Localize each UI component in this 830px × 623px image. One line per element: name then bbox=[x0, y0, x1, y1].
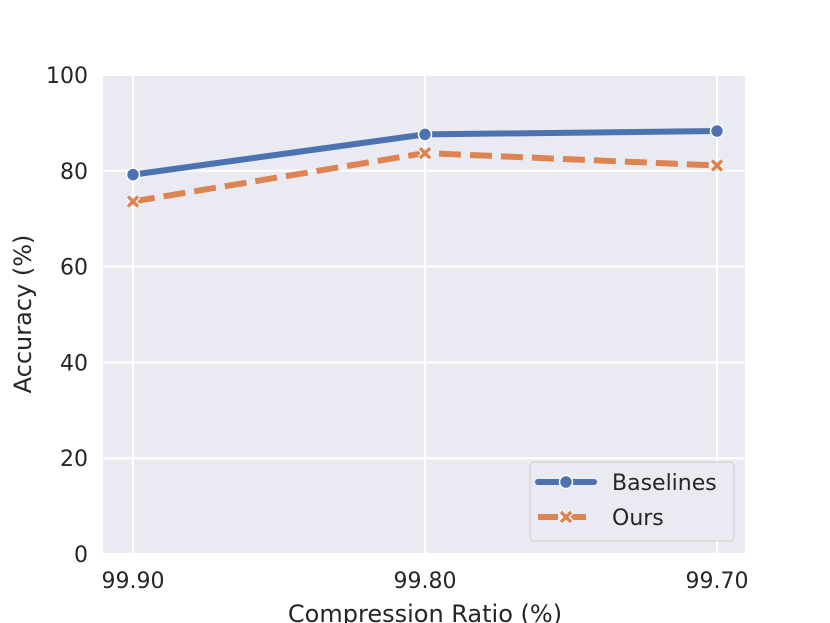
x-tick-labels: 99.90 99.80 99.70 bbox=[102, 569, 749, 594]
x-tick-label: 99.70 bbox=[686, 569, 749, 594]
y-tick-label: 100 bbox=[46, 64, 88, 89]
x-axis-label: Compression Ratio (%) bbox=[288, 600, 562, 623]
data-point-baselines bbox=[417, 127, 433, 142]
x-tick-label: 99.80 bbox=[394, 569, 457, 594]
legend-baselines-marker bbox=[558, 474, 574, 490]
y-tick-label: 60 bbox=[60, 256, 88, 281]
y-tick-label: 40 bbox=[60, 351, 88, 376]
y-tick-label: 0 bbox=[74, 543, 88, 568]
data-point-baselines bbox=[709, 123, 725, 139]
legend-ours-marker bbox=[558, 509, 574, 525]
series-layer bbox=[125, 123, 725, 209]
data-point-ours bbox=[709, 158, 725, 173]
data-point-ours bbox=[417, 145, 433, 161]
y-tick-label: 20 bbox=[60, 447, 88, 472]
y-axis-label: Accuracy (%) bbox=[9, 235, 37, 394]
legend-baselines-label: Baselines bbox=[612, 471, 717, 496]
data-point-baselines bbox=[125, 167, 141, 182]
legend-ours-label: Ours bbox=[612, 506, 664, 531]
y-tick-labels: 0 20 40 60 80 100 bbox=[46, 64, 88, 568]
x-tick-label: 99.90 bbox=[102, 569, 165, 594]
y-tick-label: 80 bbox=[60, 160, 88, 185]
legend: Baselines Ours bbox=[529, 461, 735, 542]
data-point-ours bbox=[125, 194, 141, 209]
